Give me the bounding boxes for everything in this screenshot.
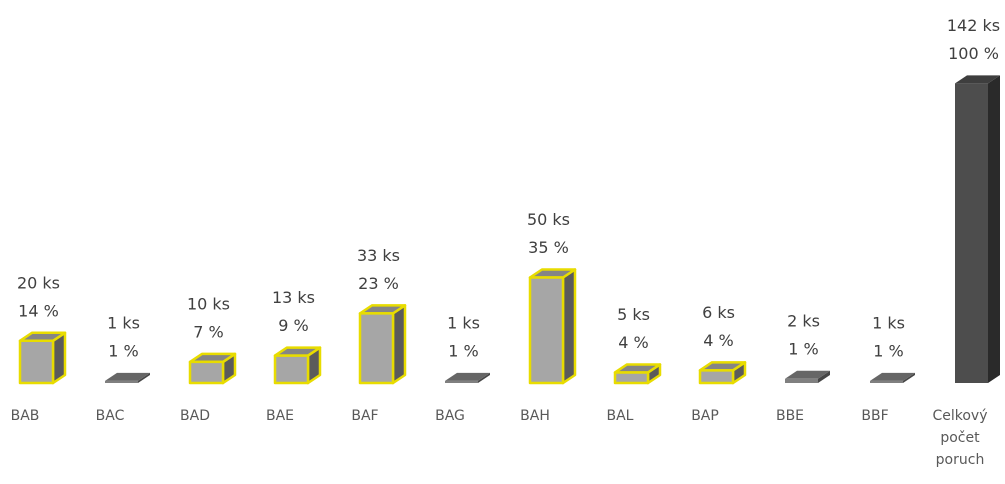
value-label: 1 ks xyxy=(872,313,905,332)
value-label: 33 ks xyxy=(357,246,400,265)
bar xyxy=(188,360,225,385)
value-label: 1 ks xyxy=(107,313,140,332)
bar-side xyxy=(478,372,490,383)
x-tick-label: BAH xyxy=(520,408,550,424)
bar xyxy=(358,312,395,385)
value-label: 142 ks xyxy=(947,16,1000,35)
x-tick-label: Celkový počet poruch xyxy=(932,408,988,468)
x-tick-label: BAL xyxy=(606,408,634,424)
value-label: 13 ks xyxy=(272,288,315,307)
bar-side xyxy=(391,304,407,385)
x-tick-label: BAB xyxy=(10,408,40,424)
bar xyxy=(273,354,310,385)
percent-label: 14 % xyxy=(18,301,59,320)
x-tick-label: BBE xyxy=(775,408,805,424)
bar-side xyxy=(988,75,1000,383)
percent-label: 4 % xyxy=(618,333,648,352)
percent-label: 23 % xyxy=(358,274,399,293)
x-tick-label: BAC xyxy=(95,408,125,424)
bar xyxy=(18,339,55,385)
value-label: 50 ks xyxy=(527,210,570,229)
percent-label: 1 % xyxy=(788,339,818,358)
percent-label: 7 % xyxy=(193,322,223,341)
bar-top xyxy=(870,372,915,381)
bar xyxy=(105,380,138,383)
bar-top xyxy=(955,75,1000,84)
x-tick-label: BAE xyxy=(265,408,295,424)
bar xyxy=(785,378,818,383)
bar-side xyxy=(903,372,915,383)
bar-side xyxy=(818,370,830,383)
bar xyxy=(445,380,478,383)
value-label: 1 ks xyxy=(447,313,480,332)
bar xyxy=(528,276,565,385)
percent-label: 4 % xyxy=(703,331,733,350)
bar-top xyxy=(105,372,150,381)
value-label: 6 ks xyxy=(702,303,735,322)
value-label: 5 ks xyxy=(617,305,650,324)
bar-side xyxy=(561,268,577,385)
percent-label: 9 % xyxy=(278,316,308,335)
x-tick-label: BAD xyxy=(180,408,210,424)
bar-top xyxy=(445,372,490,381)
value-label: 10 ks xyxy=(187,294,230,313)
x-tick-label: BAP xyxy=(691,408,719,424)
x-tick-label: BBF xyxy=(861,408,889,424)
bar-top xyxy=(785,370,830,379)
bar xyxy=(955,83,988,383)
x-tick-label: BAF xyxy=(351,408,379,424)
bar xyxy=(613,371,650,385)
value-label: 2 ks xyxy=(787,311,820,330)
percent-label: 1 % xyxy=(873,341,903,360)
bar xyxy=(870,380,903,383)
x-tick-label: BAG xyxy=(435,408,465,424)
bar xyxy=(698,369,735,385)
bar-side xyxy=(138,372,150,383)
percent-label: 100 % xyxy=(948,44,999,63)
value-label: 20 ks xyxy=(17,273,60,292)
percent-label: 1 % xyxy=(448,341,478,360)
percent-label: 35 % xyxy=(528,238,569,257)
percent-label: 1 % xyxy=(108,341,138,360)
